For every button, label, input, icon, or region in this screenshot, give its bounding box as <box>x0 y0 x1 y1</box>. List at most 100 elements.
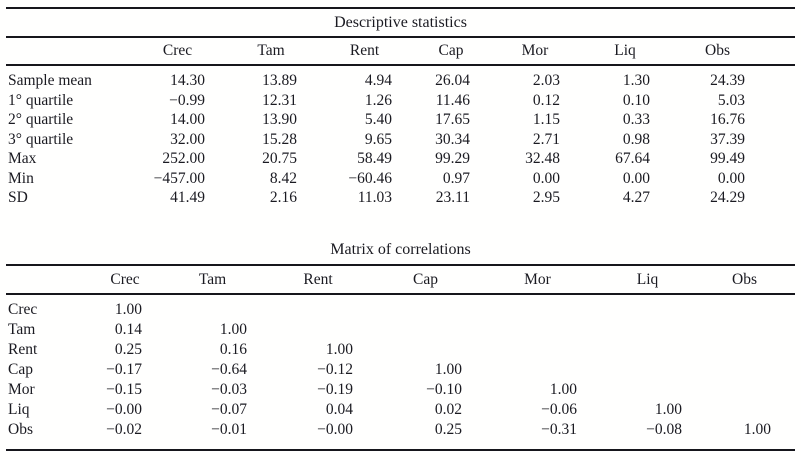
value-cell <box>371 320 480 340</box>
descriptive-statistics-title: Descriptive statistics <box>334 14 467 31</box>
column-header: Liq <box>614 42 636 59</box>
table-row: Min −457.00 8.42 −60.46 0.97 0.00 0.00 0.00 <box>6 169 795 189</box>
value-cell: 0.98 <box>622 130 650 148</box>
value-cell: 0.25 <box>434 420 462 438</box>
value-cell <box>595 320 700 340</box>
value-cell: 0.16 <box>219 340 247 358</box>
value-cell <box>700 360 789 380</box>
value-cell: 1.00 <box>743 420 771 438</box>
value-cell: 1.15 <box>532 111 560 128</box>
value-cell <box>160 300 265 320</box>
column-header: Mor <box>521 42 549 59</box>
value-cell <box>371 340 480 360</box>
row-label: Sample mean <box>8 72 92 89</box>
value-cell: 11.46 <box>435 91 470 109</box>
value-cell: 12.31 <box>262 91 297 109</box>
value-cell: 2.03 <box>532 72 560 89</box>
value-cell: −457.00 <box>153 169 205 187</box>
value-cell <box>265 300 371 320</box>
value-cell: 58.49 <box>357 150 392 167</box>
value-cell: 0.97 <box>442 169 470 187</box>
value-cell: 11.03 <box>357 189 392 206</box>
value-cell: 5.03 <box>717 91 745 109</box>
column-header: Rent <box>303 270 333 288</box>
value-cell: 4.94 <box>364 72 392 89</box>
value-cell: 0.02 <box>434 400 462 418</box>
value-cell: 1.00 <box>219 320 247 338</box>
value-cell: 20.75 <box>262 150 297 167</box>
value-cell: −0.07 <box>211 400 247 418</box>
value-cell <box>595 380 700 400</box>
value-cell <box>595 300 700 320</box>
value-cell: 0.25 <box>114 340 142 358</box>
value-cell: 13.90 <box>262 111 297 128</box>
value-cell: 14.00 <box>170 111 205 128</box>
value-cell <box>700 400 789 420</box>
row-label: Rent <box>8 340 38 358</box>
value-cell: 23.11 <box>435 189 470 206</box>
value-cell: −0.31 <box>541 420 577 438</box>
table-row: 3° quartile 32.00 15.28 9.65 30.34 2.71 0.98 37… <box>6 130 795 150</box>
value-cell: −0.17 <box>106 360 142 378</box>
column-header: Mor <box>524 270 551 288</box>
value-cell: 1.26 <box>364 91 392 109</box>
column-header: Crec <box>110 270 140 288</box>
table-row: Crec 1.00 <box>6 300 795 320</box>
value-cell: 16.76 <box>710 111 745 128</box>
bottom-rule <box>6 448 795 451</box>
value-cell: 2.95 <box>532 189 560 206</box>
table-row: Cap −0.17 −0.64 −0.12 1.00 <box>6 360 795 380</box>
row-label: 1° quartile <box>8 91 74 109</box>
value-cell: −0.12 <box>317 360 353 378</box>
value-cell: 4.27 <box>622 189 650 206</box>
value-cell: −0.06 <box>541 400 577 418</box>
value-cell: 24.29 <box>710 189 745 206</box>
value-cell: 99.49 <box>710 150 745 167</box>
value-cell: 0.12 <box>532 91 560 109</box>
value-cell: 5.40 <box>364 111 392 128</box>
table2-header-rule <box>6 292 795 295</box>
row-label: Min <box>8 169 34 187</box>
value-cell: −0.19 <box>317 380 353 398</box>
row-label: Crec <box>8 300 38 318</box>
value-cell: 17.65 <box>435 111 470 128</box>
value-cell: 9.65 <box>364 130 392 148</box>
value-cell: 99.29 <box>435 150 470 167</box>
table-row: Max 252.00 20.75 58.49 99.29 32.48 67.64 99.49 <box>6 149 795 169</box>
table1-body: Sample mean 14.30 13.89 4.94 26.04 2.03 1.30 24… <box>6 66 795 208</box>
table-row: Rent 0.25 0.16 1.00 <box>6 340 795 360</box>
value-cell: 8.42 <box>269 169 297 187</box>
value-cell: 15.28 <box>262 130 297 148</box>
row-label: 3° quartile <box>8 130 74 148</box>
table-row: Sample mean 14.30 13.89 4.94 26.04 2.03 1.30 24… <box>6 71 795 91</box>
value-cell: 0.00 <box>622 169 650 187</box>
table2-header-row: Crec Tam Rent Cap Mor Liq Obs <box>6 266 795 293</box>
stub-header-cell <box>6 266 90 293</box>
value-cell: 41.49 <box>170 189 205 206</box>
value-cell: 0.00 <box>532 169 560 187</box>
value-cell: −0.00 <box>317 420 353 438</box>
table2-title-rule <box>6 263 795 266</box>
value-cell: 1.00 <box>654 400 682 418</box>
value-cell: 32.48 <box>525 150 560 167</box>
table1-header-row: Crec Tam Rent Cap Mor Liq Obs <box>6 38 795 64</box>
row-label: SD <box>8 189 28 206</box>
row-label: Cap <box>8 360 33 378</box>
value-cell <box>700 300 789 320</box>
table-row: SD 41.49 2.16 11.03 23.11 2.95 4.27 24.29 <box>6 188 795 208</box>
table-row: 1° quartile −0.99 12.31 1.26 11.46 0.12 0.10 5.… <box>6 91 795 111</box>
value-cell: −0.02 <box>106 420 142 438</box>
value-cell <box>371 300 480 320</box>
value-cell: 0.33 <box>622 111 650 128</box>
row-label: Max <box>8 150 37 167</box>
value-cell: 0.10 <box>622 91 650 109</box>
value-cell <box>480 340 595 360</box>
table1-title-rule <box>6 36 795 38</box>
value-cell: 14.30 <box>170 72 205 89</box>
value-cell: −60.46 <box>348 169 392 187</box>
row-label: Liq <box>8 400 30 418</box>
value-cell: 1.00 <box>549 380 577 398</box>
row-label: 2° quartile <box>8 111 74 128</box>
column-header: Cap <box>438 42 464 59</box>
row-label: Obs <box>8 420 33 438</box>
